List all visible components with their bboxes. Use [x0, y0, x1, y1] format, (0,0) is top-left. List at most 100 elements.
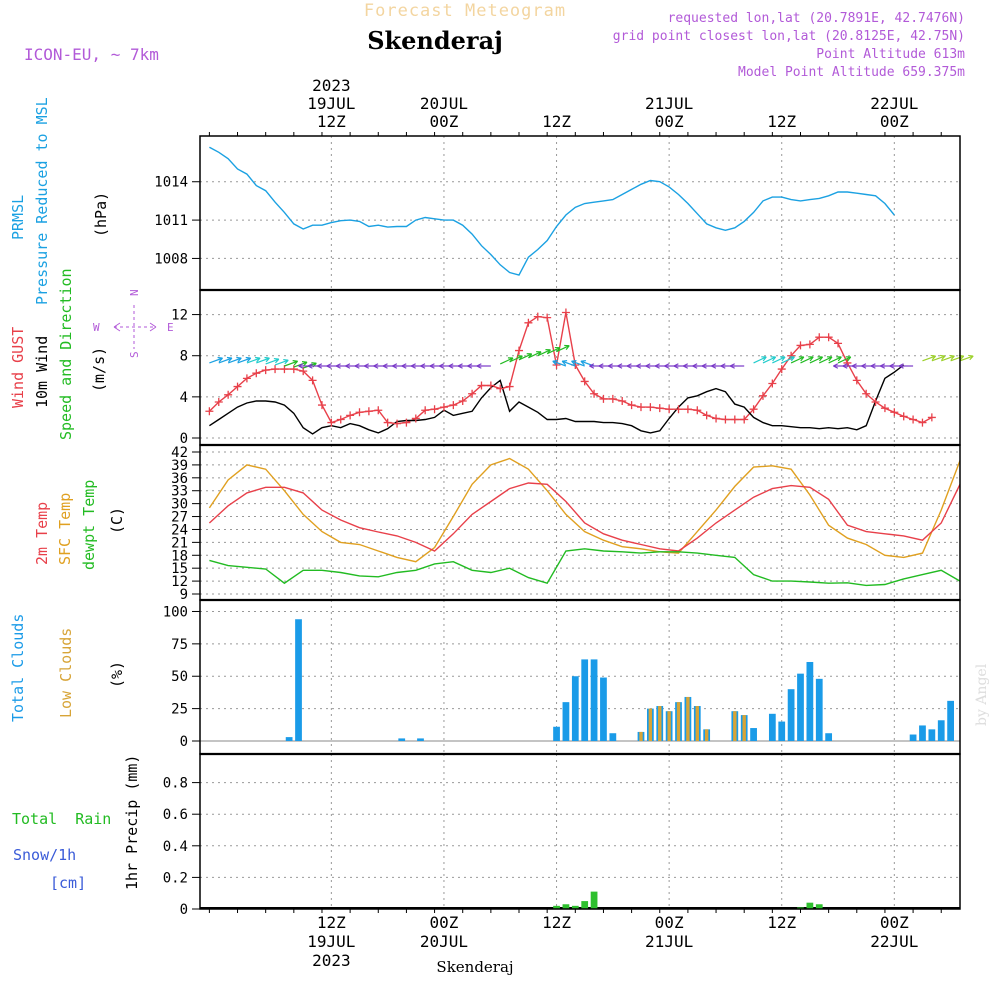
gust-marker — [805, 340, 814, 349]
time-label-top: 22JUL — [870, 94, 918, 113]
total-cloud-bar — [825, 733, 833, 741]
wind-arrow-head — [645, 363, 651, 369]
wind-arrow — [809, 356, 823, 364]
ytick-label: 4 — [180, 390, 188, 406]
gust-marker — [486, 381, 495, 390]
wind-arrow-head — [780, 356, 786, 362]
gridpoint-coords: grid point closest lon,lat (20.8125E, 42… — [613, 29, 965, 44]
tsfc-line — [208, 457, 961, 563]
total-cloud-bar — [417, 738, 424, 741]
ytick-label: 27 — [171, 510, 188, 526]
wind-arrow-head — [273, 357, 280, 364]
total-cloud-bar — [750, 728, 757, 741]
time-label-bottom: 12Z — [542, 913, 571, 932]
faint-title: Forecast Meteogram — [364, 1, 566, 21]
wind-arrow-head — [217, 356, 223, 363]
wind-arrow — [528, 351, 542, 359]
rain-bar — [562, 904, 570, 909]
t2m-line — [208, 482, 961, 552]
wind-arrow-head — [448, 363, 454, 369]
ytick-label: 36 — [171, 471, 188, 487]
low-cloud-bar — [704, 729, 709, 741]
wind-arrow — [922, 355, 936, 362]
wind-arrow-head — [317, 363, 323, 369]
ytick-label: 75 — [171, 637, 188, 653]
watermark: by Angel — [974, 663, 990, 726]
wind-arrow-head — [457, 363, 463, 369]
rain-bar — [815, 904, 823, 909]
ytick-label: 0.6 — [163, 807, 188, 823]
gust-marker — [618, 396, 627, 405]
rain-bar — [571, 905, 579, 909]
panel-frame — [199, 135, 961, 291]
gust-marker — [665, 405, 674, 414]
wind-arrow-head — [467, 363, 473, 369]
total-cloud-bar — [806, 661, 814, 741]
wind-arrow — [790, 356, 805, 364]
wind-arrow-head — [701, 363, 707, 369]
gust-marker — [693, 406, 702, 415]
low-clouds-label: Low Clouds — [57, 628, 75, 718]
gust-marker — [393, 419, 402, 428]
total-clouds-label: Total Clouds — [9, 614, 27, 722]
gust-marker — [627, 401, 636, 410]
gust-marker — [777, 365, 786, 374]
total-cloud-bar — [295, 619, 302, 741]
gust-marker — [458, 396, 467, 405]
wind-arrow-head — [842, 363, 848, 369]
gust-marker — [205, 407, 214, 416]
ytick-label: 30 — [171, 497, 188, 513]
wind-arrow-head — [429, 363, 435, 369]
gust-marker — [749, 405, 758, 414]
wind-arrow-head — [798, 356, 805, 362]
gust-marker — [449, 401, 458, 410]
total-cloud-bar — [600, 677, 607, 741]
gust-marker — [355, 408, 364, 417]
wind-arrow-head — [949, 354, 955, 361]
wind-arrow — [561, 360, 576, 367]
ytick-label: 21 — [171, 535, 188, 551]
ytick-label: 15 — [171, 561, 188, 577]
wind-arrow-head — [692, 363, 698, 369]
wind-arrow-head — [345, 363, 351, 369]
wind-arrow-head — [476, 363, 482, 369]
ytick-label: 8 — [180, 349, 188, 365]
gust-line — [208, 312, 933, 425]
total-cloud-bar — [768, 713, 776, 741]
wind-arrow-head — [789, 356, 795, 362]
prmsl-label: PRMSL — [9, 195, 27, 240]
low-cloud-bar — [733, 711, 737, 741]
snow-label: Snow/1h — [13, 846, 76, 864]
wind-arrow-head — [673, 363, 679, 369]
wind-arrow-head — [301, 361, 308, 367]
pressure-labels: PRMSL Pressure Reduced to MSL (hPa) — [9, 97, 110, 305]
wind-arrow — [552, 360, 567, 367]
ytick-label: 0.4 — [163, 839, 188, 855]
wind-arrow — [284, 360, 298, 367]
clouds-unit: (%) — [108, 661, 126, 688]
total-cloud-bar — [947, 700, 954, 741]
gust-marker — [758, 391, 767, 400]
gust-marker — [439, 403, 448, 412]
precip-unit: 1hr Precip (mm) — [123, 755, 141, 890]
wind-arrow — [518, 353, 532, 361]
total-cloud-bar — [581, 659, 589, 741]
wind-arrow-head — [808, 356, 814, 362]
gust-marker — [524, 318, 533, 327]
wind-arrow — [762, 356, 776, 364]
wind-arrow — [959, 355, 974, 362]
t2m-label: 2m Temp — [33, 502, 51, 565]
time-label-bottom: 19JUL — [307, 932, 355, 951]
ytick-label: 18 — [171, 548, 188, 564]
rain-bar — [553, 905, 560, 909]
wind-arrow-head — [711, 363, 717, 369]
gust-marker — [674, 405, 683, 414]
ytick-label: 50 — [171, 669, 188, 685]
gust-marker — [862, 389, 871, 398]
time-label-top: 12Z — [767, 112, 796, 131]
low-cloud-bar — [648, 708, 653, 741]
wind-arrow-head — [354, 363, 360, 369]
time-label-top: 21JUL — [645, 94, 693, 113]
gust-marker — [336, 415, 345, 424]
wind-arrow-head — [552, 360, 558, 366]
